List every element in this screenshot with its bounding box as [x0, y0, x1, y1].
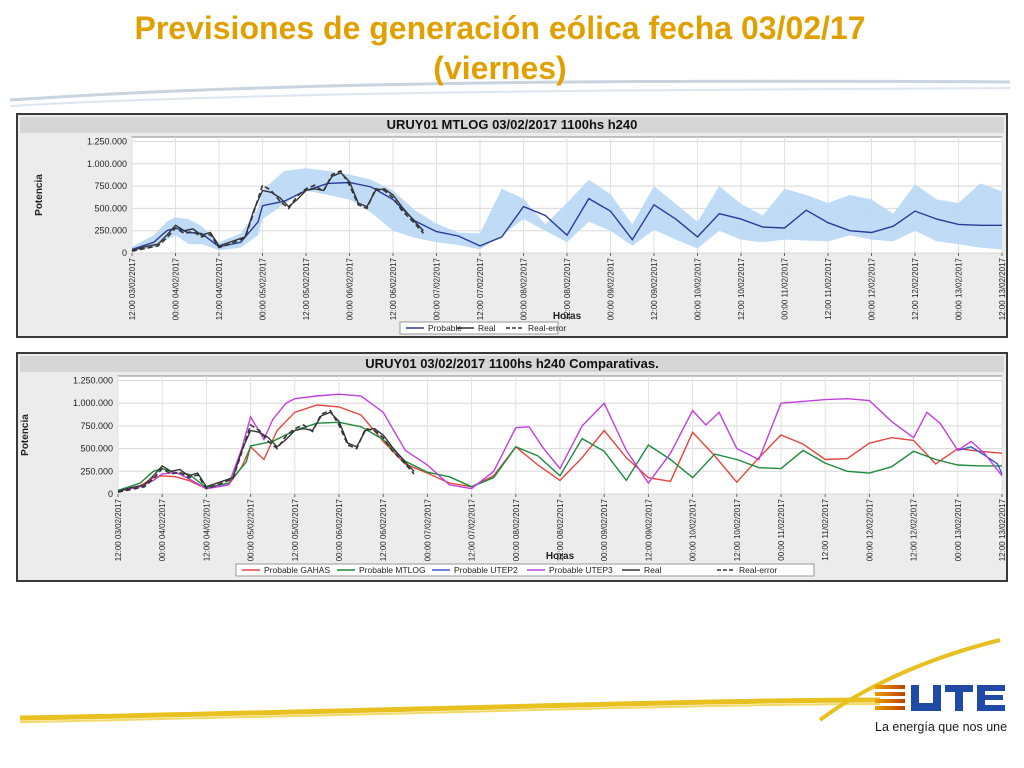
- legend-label: Probable UTEP2: [454, 565, 518, 575]
- legend-label: Real: [478, 323, 496, 333]
- chart-comparativas: URUY01 03/02/2017 1100hs h240 Comparativ…: [20, 356, 1006, 577]
- confidence-band: [132, 168, 1002, 252]
- x-tick-label: 12:00 09/02/2017: [650, 257, 659, 320]
- chart-mtlog: URUY01 MTLOG 03/02/2017 1100hs h240 0 250.…: [20, 117, 1006, 335]
- ute-logo: [875, 685, 1005, 711]
- x-tick-label: 12:00 10/02/2017: [737, 257, 746, 320]
- x-tick-label: 00:00 11/02/2017: [781, 257, 790, 319]
- x-tick-label: 12:00 13/02/2017: [998, 498, 1006, 561]
- chart-panel-mtlog: URUY01 MTLOG 03/02/2017 1100hs h240 0 250.…: [16, 113, 1008, 338]
- x-tick-label: 00:00 10/02/2017: [689, 498, 698, 561]
- x-tick-label: 12:00 12/02/2017: [911, 257, 920, 320]
- legend-label: Real-error: [739, 565, 777, 575]
- y-tick-label: 0: [108, 489, 113, 499]
- chart-title: URUY01 MTLOG 03/02/2017 1100hs h240: [387, 117, 638, 132]
- y-tick-label: 750.000: [80, 421, 113, 431]
- legend-label: Probable GAHAS: [264, 565, 330, 575]
- x-tick-label: 00:00 12/02/2017: [865, 498, 874, 561]
- legend-label: Real: [644, 565, 662, 575]
- y-tick-label: 1.000.000: [73, 398, 113, 408]
- x-tick-label: 00:00 11/02/2017: [777, 498, 786, 560]
- x-tick-label: 00:00 08/02/2017: [512, 498, 521, 561]
- legend-label: Probable: [428, 323, 462, 333]
- x-tick-label: 12:00 07/02/2017: [468, 498, 477, 561]
- x-tick-label: 12:00 03/02/2017: [128, 257, 137, 320]
- y-tick-label: 0: [122, 248, 127, 258]
- series-line-probable-utep2: [957, 446, 1003, 475]
- x-tick-label: 00:00 06/02/2017: [335, 498, 344, 561]
- legend-box: [399, 321, 559, 335]
- x-axis-label: Horas: [553, 311, 582, 322]
- x-tick-label: 00:00 12/02/2017: [868, 257, 877, 320]
- x-tick-label: 00:00 07/02/2017: [423, 498, 432, 561]
- y-tick-label: 250.000: [94, 226, 127, 236]
- x-tick-label: 12:00 05/02/2017: [291, 498, 300, 561]
- legend-label: Real-error: [528, 323, 566, 333]
- x-tick-label: 00:00 04/02/2017: [172, 257, 181, 320]
- x-tick-label: 12:00 06/02/2017: [379, 498, 388, 561]
- x-tick-label: 12:00 13/02/2017: [998, 257, 1006, 320]
- legend-label: Probable MTLOG: [359, 565, 426, 575]
- y-tick-label: 1.250.000: [87, 136, 127, 146]
- x-tick-label: 12:00 10/02/2017: [733, 498, 742, 561]
- series-line-probable-mtlog: [117, 421, 1002, 492]
- chart-title: URUY01 03/02/2017 1100hs h240 Comparativ…: [365, 356, 658, 371]
- slogan: La energía que nos une: [875, 720, 1008, 734]
- y-tick-label: 250.000: [80, 466, 113, 476]
- y-tick-label: 1.250.000: [73, 376, 113, 386]
- series-line-probable-utep3: [117, 393, 1003, 492]
- y-axis-label: Potencia: [20, 414, 31, 456]
- chart-panel-comparativas: URUY01 03/02/2017 1100hs h240 Comparativ…: [16, 352, 1008, 582]
- legend-label: Probable UTEP3: [549, 565, 613, 575]
- x-tick-label: 00:00 04/02/2017: [158, 498, 167, 561]
- chart-title-bar: [20, 356, 1004, 372]
- x-tick-label: 12:00 12/02/2017: [910, 498, 919, 561]
- x-tick-label: 12:00 09/02/2017: [644, 498, 653, 561]
- y-tick-label: 500.000: [80, 444, 113, 454]
- x-tick-label: 00:00 09/02/2017: [607, 257, 616, 320]
- x-tick-label: 00:00 06/02/2017: [346, 257, 355, 320]
- chart-title-bar: [20, 117, 1004, 133]
- x-tick-label: 12:00 03/02/2017: [114, 498, 123, 561]
- x-tick-label: 00:00 09/02/2017: [600, 498, 609, 561]
- y-axis-label: Potencia: [34, 174, 45, 216]
- x-tick-label: 00:00 05/02/2017: [247, 498, 256, 561]
- x-tick-label: 00:00 07/02/2017: [433, 257, 442, 320]
- x-tick-label: 00:00 13/02/2017: [954, 498, 963, 561]
- x-tick-label: 12:00 11/02/2017: [824, 257, 833, 319]
- x-tick-label: 12:00 06/02/2017: [389, 257, 398, 320]
- x-tick-label: 12:00 04/02/2017: [202, 498, 211, 561]
- x-tick-label: 12:00 08/02/2017: [563, 257, 572, 320]
- y-tick-label: 500.000: [94, 203, 127, 213]
- x-axis-label: Horas: [546, 551, 575, 562]
- x-tick-label: 00:00 08/02/2017: [520, 257, 529, 320]
- x-tick-label: 12:00 11/02/2017: [821, 498, 830, 560]
- x-tick-label: 00:00 13/02/2017: [955, 257, 964, 320]
- x-tick-label: 00:00 10/02/2017: [694, 257, 703, 320]
- page-title: Previsiones de generación eólica fecha 0…: [0, 8, 1000, 88]
- x-tick-label: 12:00 08/02/2017: [556, 498, 565, 561]
- series-line-real-error: [117, 409, 415, 493]
- y-tick-label: 1.000.000: [87, 159, 127, 169]
- series-line-real-error: [131, 169, 425, 252]
- page-title-line1: Previsiones de generación eólica fecha 0…: [134, 10, 866, 46]
- legend-box: [235, 563, 815, 577]
- x-tick-label: 12:00 04/02/2017: [215, 257, 224, 320]
- x-tick-label: 00:00 05/02/2017: [259, 257, 268, 320]
- x-tick-label: 12:00 05/02/2017: [302, 257, 311, 320]
- y-tick-label: 750.000: [94, 181, 127, 191]
- x-tick-label: 12:00 07/02/2017: [476, 257, 485, 320]
- page-title-line2: (viernes): [433, 50, 567, 86]
